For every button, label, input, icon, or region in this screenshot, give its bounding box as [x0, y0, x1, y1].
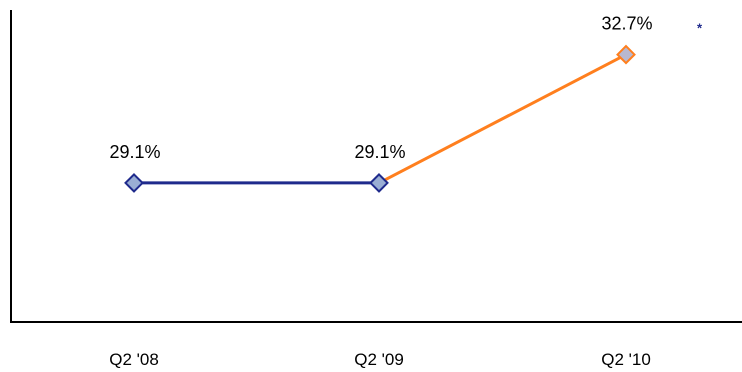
data-point-2: [369, 173, 389, 193]
series-line-segment-2: [378, 53, 627, 185]
data-point-3: [616, 44, 636, 65]
data-label-2: 29.1%: [354, 142, 405, 162]
data-label-3: 32.7%: [601, 14, 652, 34]
data-label-1: 29.1%: [109, 142, 160, 162]
x-tick-label-1: Q2 '08: [109, 350, 159, 369]
footnote-marker: *: [697, 21, 703, 36]
x-tick-label-3: Q2 '10: [601, 350, 651, 369]
x-tick-label-2: Q2 '09: [354, 350, 404, 369]
data-point-1: [124, 173, 144, 193]
